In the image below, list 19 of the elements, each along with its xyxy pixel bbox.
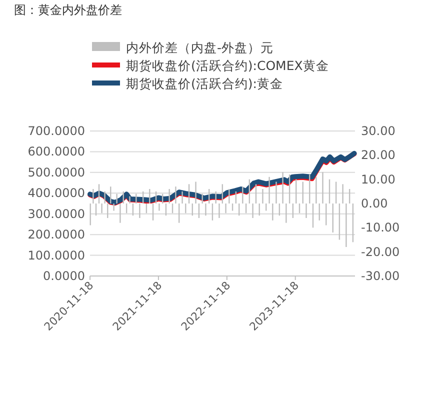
y-tick-label: 700.0000: [28, 124, 85, 138]
y2-tick-label: -10.00: [361, 220, 400, 235]
legend-label: 期货收盘价(活跃合约):COMEX黄金: [126, 58, 329, 73]
y2-tick-label: 10.00: [361, 172, 396, 186]
legend-label: 内外价差（内盘-外盘）元: [126, 40, 274, 55]
y-tick-label: 200.0000: [28, 228, 85, 242]
y-tick-label: 500.0000: [28, 165, 85, 180]
chart-title: 图：黄金内外盘价差: [14, 3, 122, 17]
y-tick-label: 100.0000: [28, 248, 85, 262]
y-tick-label: 300.0000: [28, 206, 85, 221]
y2-tick-label: 20.00: [361, 148, 396, 162]
y2-tick-label: 30.00: [361, 124, 396, 138]
y-tick-label: 600.0000: [28, 144, 85, 159]
y2-tick-label: 0.00: [361, 196, 388, 210]
y2-tick-label: -20.00: [361, 244, 400, 259]
y-tick-label: 400.0000: [28, 186, 85, 200]
y-tick-label: 0.0000: [43, 269, 85, 283]
legend-label: 期货收盘价(活跃合约):黄金: [126, 76, 283, 91]
y2-tick-label: -30.00: [361, 269, 400, 283]
